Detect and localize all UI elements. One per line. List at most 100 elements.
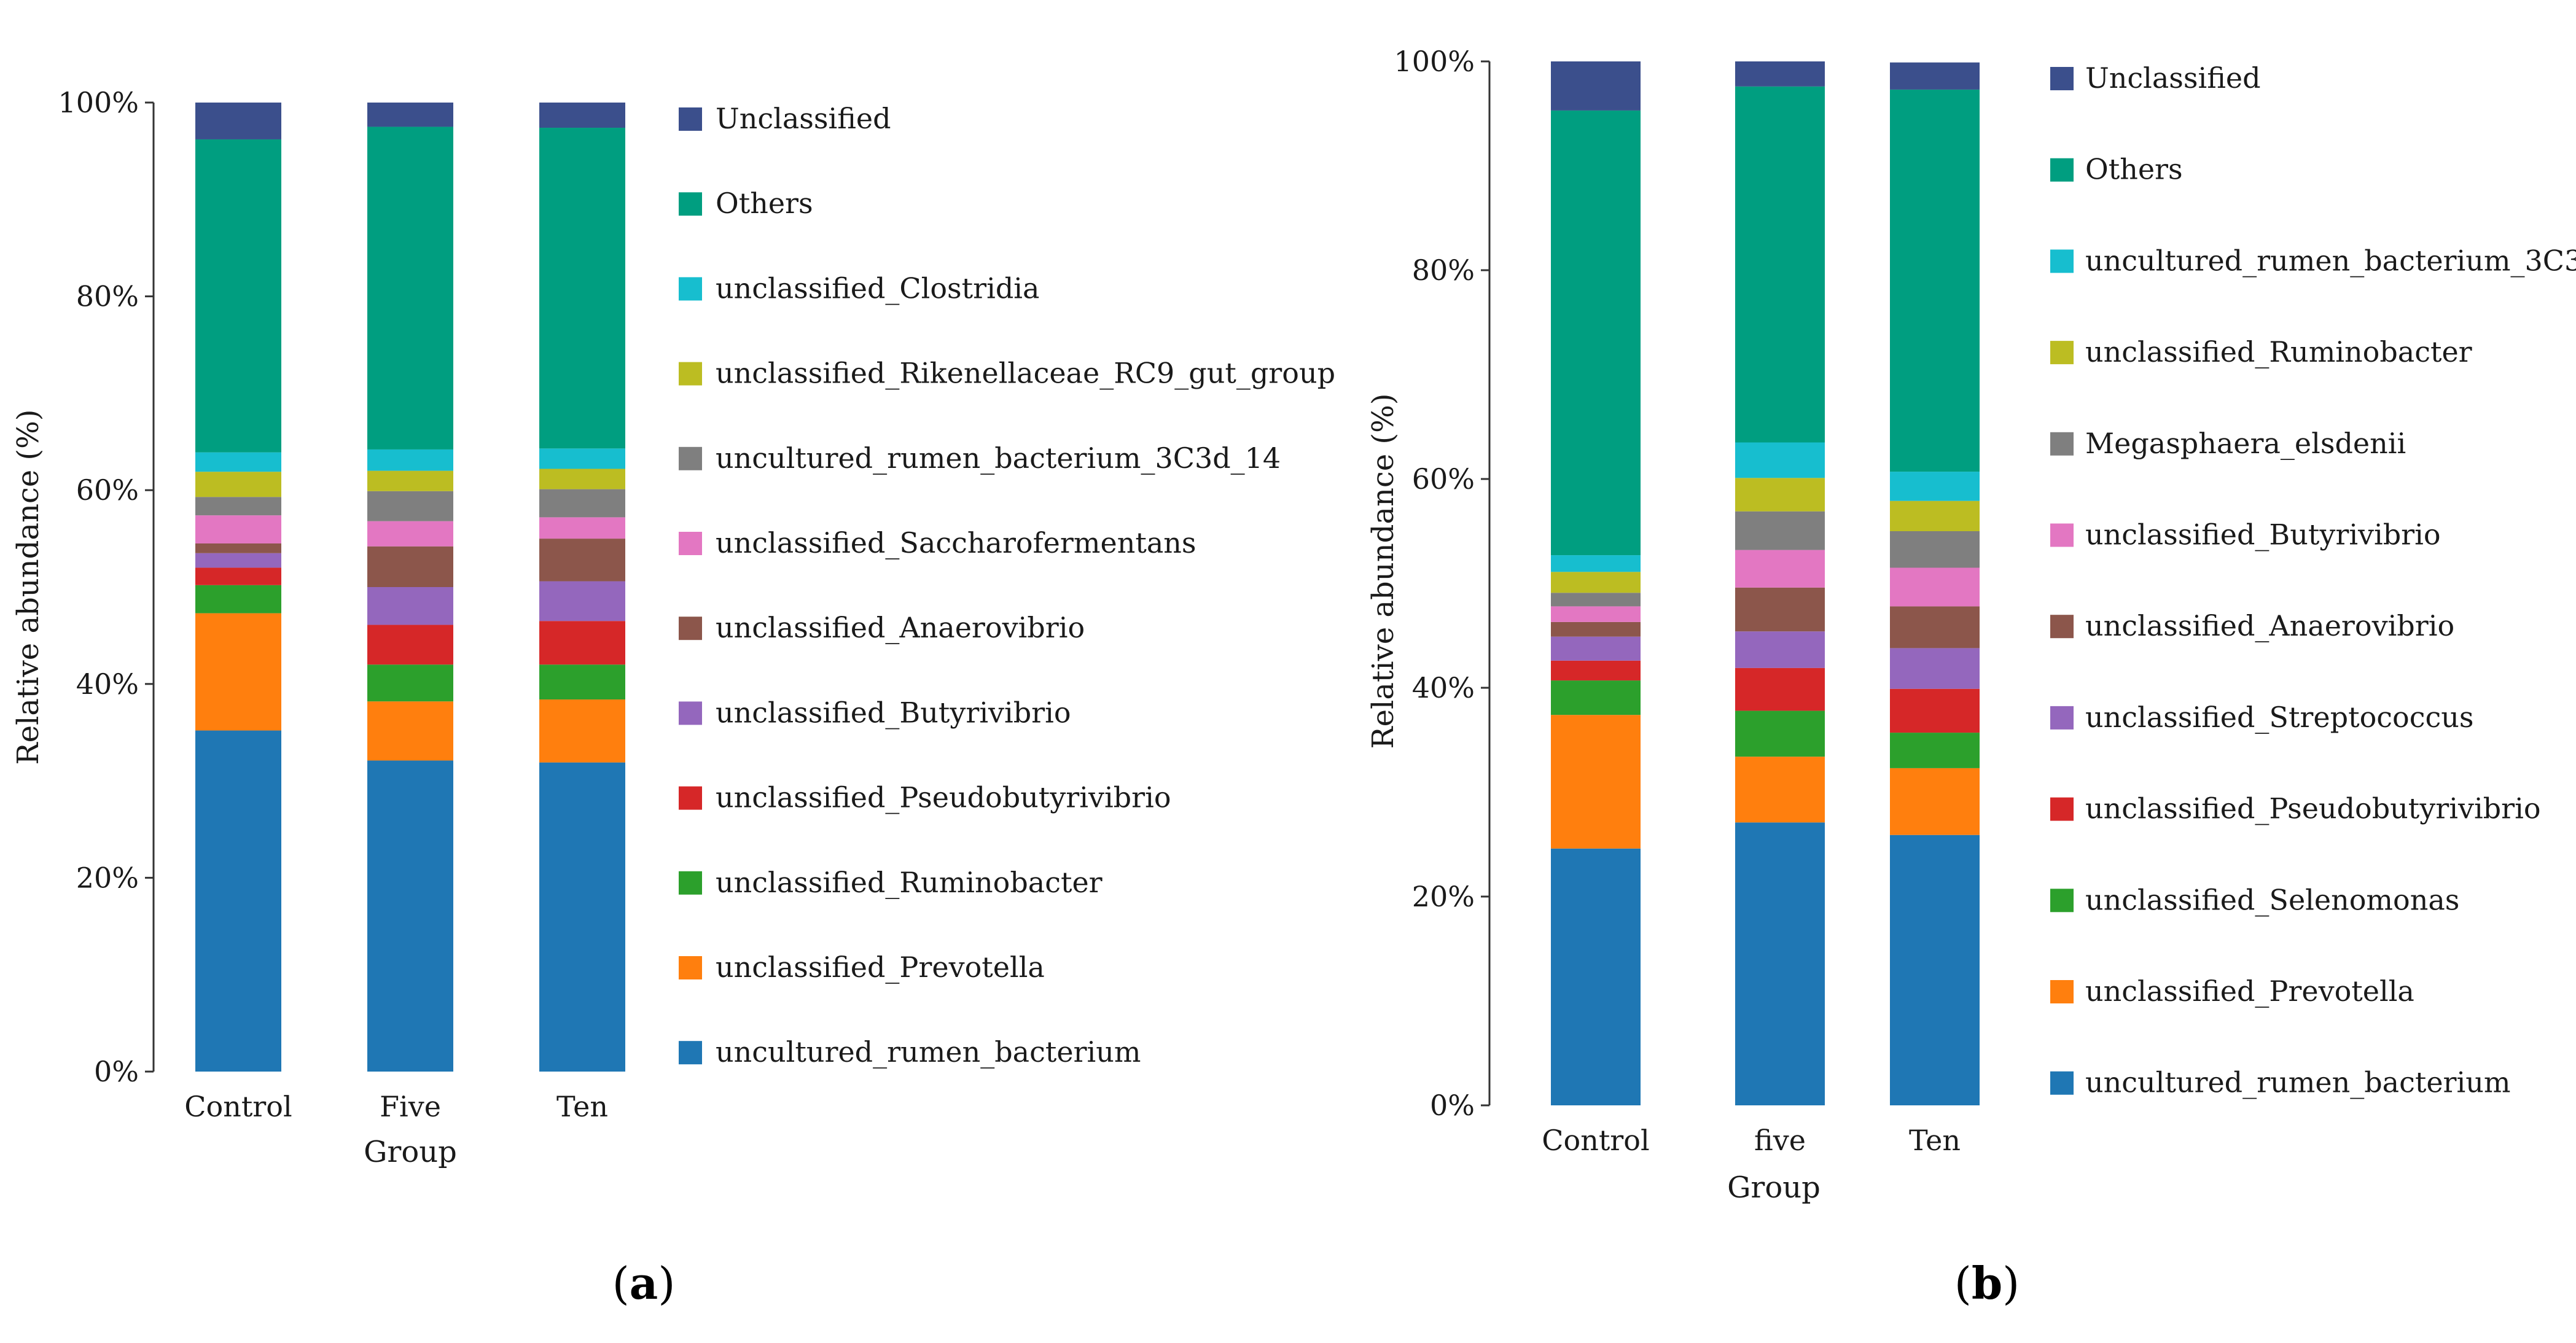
panel-label-letter: b <box>1972 1257 2002 1309</box>
bar-segment <box>195 553 281 568</box>
legend-swatch <box>2050 980 2074 1003</box>
legend-swatch <box>679 446 702 470</box>
bar-segment <box>1735 511 1825 550</box>
bar-segment <box>539 517 625 539</box>
legend-label: unclassified_Ruminobacter <box>716 866 1103 899</box>
legend-swatch <box>2050 706 2074 730</box>
legend-label: Others <box>716 187 813 220</box>
y-tick-label: 100% <box>1394 45 1475 78</box>
legend-label: unclassified_Pseudobutyrivibrio <box>2085 792 2541 825</box>
legend-swatch <box>679 362 702 386</box>
bar-segment <box>1551 593 1641 607</box>
legend-swatch <box>2050 523 2074 547</box>
bar-segment <box>1890 567 1980 607</box>
legend-label: unclassified_Clostridia <box>716 271 1039 305</box>
legend-swatch <box>2050 249 2074 273</box>
bar-segment <box>1890 500 1980 531</box>
bar-segment <box>1890 688 1980 733</box>
bar-segment <box>195 613 281 731</box>
legend-swatch <box>2050 158 2074 182</box>
legend-label: unclassified_Anaerovibrio <box>2085 609 2454 642</box>
panel-label-close-paren: ) <box>2002 1258 2020 1309</box>
legend-swatch <box>679 617 702 640</box>
legend-label: unclassified_Saccharofermentans <box>716 526 1196 559</box>
legend-swatch <box>679 192 702 216</box>
bar-segment <box>1551 606 1641 622</box>
bar-segment <box>1735 757 1825 823</box>
chart-panel-b: 0% 20% 40% 60% 80% 100% Relative abundance (%)… <box>1366 45 2576 1309</box>
legend-label: Unclassified <box>2085 61 2261 95</box>
bar-segment <box>1890 835 1980 1105</box>
legend-label: unclassified_Rikenellaceae_RC9_gut_group <box>716 357 1335 390</box>
legend-label: uncultured_rumen_bacterium_3C3d_14 <box>716 442 1281 475</box>
legend-label: unclassified_Anaerovibrio <box>716 611 1085 644</box>
legend-label: unclassified_Selenomonas <box>2085 883 2459 916</box>
y-tick-label: 100% <box>58 86 139 119</box>
bar-segment <box>367 625 453 665</box>
bar-segment <box>1551 110 1641 556</box>
panel-label-close-paren: ) <box>658 1258 675 1309</box>
bar-segment <box>1890 648 1980 689</box>
y-tick-label: 20% <box>1412 880 1475 913</box>
bar-segment <box>367 449 453 471</box>
bar-segment <box>1551 715 1641 849</box>
legend-label: Megasphaera_elsdenii <box>2085 427 2406 460</box>
bar-segment <box>195 452 281 472</box>
y-tick-label: 0% <box>94 1055 139 1088</box>
legend-swatch <box>2050 889 2074 913</box>
bar-segment <box>367 103 453 127</box>
bar-segment <box>539 128 625 449</box>
panel-label-open-paren: ( <box>612 1258 630 1309</box>
bar-segment <box>539 581 625 621</box>
bar-segment <box>539 469 625 489</box>
bar-segment <box>1735 587 1825 632</box>
bar-segment <box>367 546 453 587</box>
bar-segment <box>539 621 625 665</box>
legend-label: unclassified_Butyrivibrio <box>2085 518 2441 551</box>
bar-segment <box>367 127 453 450</box>
legend-label: unclassified_Streptococcus <box>2085 701 2473 734</box>
bar-segment <box>539 664 625 700</box>
bar-segment <box>1735 550 1825 588</box>
bar-segment <box>367 760 453 1072</box>
legend-swatch <box>679 277 702 301</box>
x-category-label: Control <box>184 1090 292 1123</box>
bar-segment <box>195 567 281 585</box>
bar-segment <box>195 103 281 139</box>
bar-segment <box>539 103 625 128</box>
chart-panel-a: 0% 20% 40% 60% 80% 100% Relative abundance (%)… <box>11 86 1335 1309</box>
bar-segment <box>1551 61 1641 111</box>
bar-segment <box>367 701 453 761</box>
bar-segment <box>195 139 281 453</box>
bar-segment <box>539 539 625 582</box>
y-tick-label: 80% <box>76 280 139 313</box>
x-category-label: five <box>1754 1124 1806 1157</box>
bar-segment <box>195 515 281 543</box>
bar-segment <box>539 762 625 1072</box>
y-axis-title: Relative abundance (%) <box>1366 394 1400 749</box>
x-category-label: Ten <box>1909 1124 1961 1157</box>
y-tick-label: 40% <box>76 668 139 701</box>
legend-swatch <box>679 701 702 725</box>
bar-segment <box>1551 680 1641 715</box>
bar-segment <box>1735 668 1825 711</box>
bar-segment <box>367 470 453 491</box>
bar-segment <box>195 730 281 1072</box>
legend-label: Others <box>2085 153 2183 186</box>
bar-segment <box>1551 636 1641 661</box>
panel-label: (b) <box>1954 1257 2020 1309</box>
y-tick-label: 80% <box>1412 254 1475 287</box>
bar-segment <box>1551 572 1641 593</box>
legend-swatch <box>679 107 702 131</box>
legend-swatch <box>679 871 702 895</box>
bar-segment <box>1735 61 1825 87</box>
legend-label: unclassified_Ruminobacter <box>2085 335 2472 368</box>
bar-segment <box>1890 89 1980 472</box>
x-category-label: Ten <box>556 1090 608 1123</box>
x-category-label: Control <box>1542 1124 1649 1157</box>
y-axis-title: Relative abundance (%) <box>11 410 45 765</box>
bar-segment <box>1551 848 1641 1105</box>
y-tick-label: 60% <box>76 473 139 507</box>
bar-segment <box>539 448 625 469</box>
bar-segment <box>1551 621 1641 637</box>
